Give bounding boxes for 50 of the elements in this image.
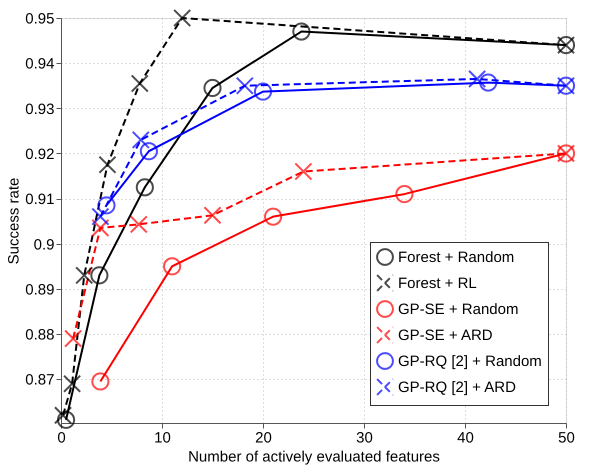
point [136, 178, 154, 196]
x-tick-label: 40 [457, 430, 474, 446]
point [395, 185, 414, 204]
x-axis-title: Number of actively evaluated features [188, 448, 440, 466]
point [64, 330, 82, 348]
legend-label: GP-SE + Random [398, 301, 518, 318]
y-tick-label: 0.92 [25, 146, 54, 163]
legend-label: GP-RQ [2] + Random [398, 353, 542, 370]
point [254, 82, 272, 101]
point [173, 8, 192, 28]
point [91, 218, 110, 238]
point [264, 208, 282, 226]
point [54, 406, 72, 424]
y-tick-label: 0.95 [25, 10, 54, 28]
x-tick-label: 50 [558, 430, 575, 446]
legend-label: Forest + Random [398, 249, 514, 266]
point [63, 374, 82, 393]
point [163, 257, 182, 276]
y-axis-title: Success rate [5, 178, 22, 264]
point [75, 266, 94, 284]
legend-label: GP-SE + ARD [398, 327, 493, 344]
point [294, 162, 312, 181]
x-tick-label: 10 [154, 430, 171, 446]
legend-label: GP-RQ [2] + ARD [398, 379, 516, 396]
y-tick-label: 0.87 [25, 372, 54, 389]
legend-label: Forest + RL [398, 275, 477, 292]
point [97, 196, 116, 214]
y-tick-label: 0.88 [25, 326, 54, 344]
y-tick-label: 0.9 [34, 236, 54, 254]
point [130, 74, 149, 93]
x-tick-label: 0 [57, 430, 66, 446]
point [468, 70, 486, 88]
x-tick-label: 20 [255, 430, 272, 446]
point [292, 22, 310, 41]
point [132, 130, 150, 149]
point [203, 206, 222, 224]
x-tick-label: 30 [356, 430, 373, 446]
point [90, 266, 108, 284]
point [130, 215, 148, 234]
y-tick-label: 0.94 [25, 56, 54, 73]
point [98, 156, 117, 174]
point [56, 410, 76, 429]
y-tick-label: 0.93 [25, 100, 54, 118]
point [479, 74, 498, 92]
y-tick-label: 0.91 [25, 191, 54, 208]
point [140, 142, 158, 160]
point [236, 76, 254, 95]
point [203, 78, 222, 98]
y-tick-label: 0.89 [25, 281, 54, 298]
point [91, 372, 110, 391]
